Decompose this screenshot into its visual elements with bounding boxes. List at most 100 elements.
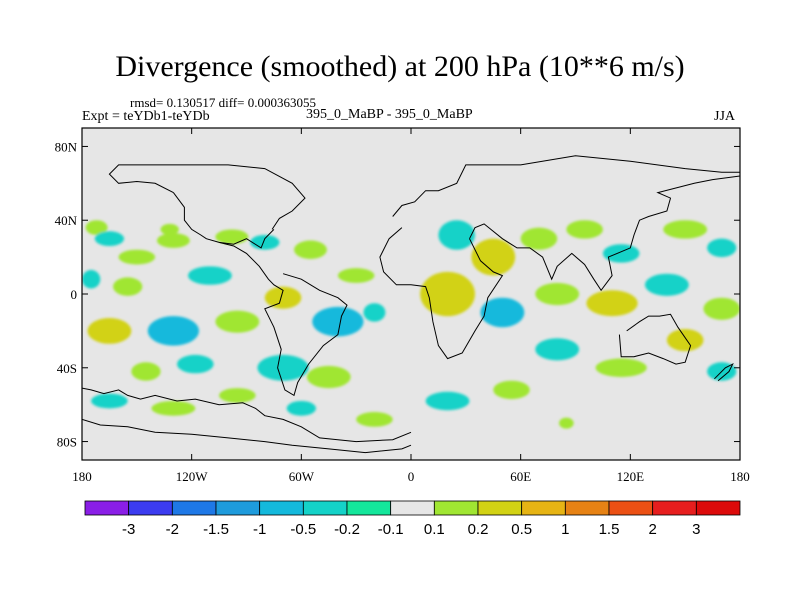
colorbar-swatch bbox=[477, 500, 523, 516]
contour-patch bbox=[250, 234, 280, 250]
colorbar-swatch bbox=[128, 500, 173, 516]
colorbar-label: 0.5 bbox=[511, 521, 532, 538]
colorbar-swatch bbox=[564, 500, 610, 516]
contour-patch bbox=[586, 290, 638, 317]
contour-patch bbox=[91, 393, 128, 409]
x-tick-label: 180 bbox=[72, 469, 92, 484]
colorbar-swatch bbox=[171, 500, 217, 516]
colorbar-label: -1 bbox=[253, 521, 266, 538]
contour-patch bbox=[666, 329, 704, 352]
case-label: 395_0_MaBP - 395_0_MaBP bbox=[306, 107, 473, 122]
contour-patch bbox=[188, 266, 232, 285]
contour-patch bbox=[215, 229, 249, 245]
colorbar-label: 3 bbox=[692, 521, 700, 538]
coastline bbox=[108, 164, 306, 230]
colorbar-label: 0.1 bbox=[424, 521, 445, 538]
contour-patch bbox=[294, 240, 327, 259]
colorbar-label: 1.5 bbox=[599, 521, 620, 538]
colorbar-label: -1.5 bbox=[203, 521, 229, 538]
contour-patch bbox=[520, 227, 558, 250]
contour-patch bbox=[480, 297, 525, 328]
colorbar-label: 1 bbox=[561, 521, 569, 538]
y-tick-label: 80N bbox=[55, 139, 78, 154]
colorbar-swatch bbox=[652, 500, 697, 516]
y-tick-label: 40S bbox=[57, 361, 77, 376]
contour-patch bbox=[286, 400, 316, 416]
chart-title: Divergence (smoothed) at 200 hPa (10**6 … bbox=[115, 50, 685, 83]
colorbar-label: -3 bbox=[122, 521, 135, 538]
coastline bbox=[172, 192, 275, 249]
contour-patch bbox=[493, 380, 530, 400]
coastline bbox=[379, 227, 504, 360]
colorbar-swatch bbox=[433, 500, 479, 516]
colorbar-swatch bbox=[695, 500, 741, 516]
contour-patch bbox=[602, 244, 640, 263]
contour-patch bbox=[257, 354, 309, 381]
contour-patch bbox=[113, 277, 143, 296]
coastlines bbox=[82, 155, 740, 454]
contour-patch bbox=[559, 417, 574, 429]
colorbar-label: -0.1 bbox=[378, 521, 404, 538]
colorbar-label: -0.5 bbox=[290, 521, 316, 538]
colorbar-label: -2 bbox=[166, 521, 179, 538]
contour-patch bbox=[337, 268, 375, 283]
x-tick-label: 180 bbox=[730, 469, 750, 484]
coastline bbox=[469, 175, 740, 292]
contour-patch bbox=[663, 220, 708, 239]
contour-patch bbox=[438, 220, 475, 250]
contour-patch bbox=[118, 249, 156, 265]
contour-patch bbox=[595, 358, 647, 377]
coastline bbox=[82, 387, 412, 443]
y-tick-label: 0 bbox=[71, 287, 78, 302]
rmsd-diff-stats: rmsd= 0.130517 diff= 0.000363055 bbox=[130, 95, 316, 110]
x-tick-label: 60W bbox=[289, 469, 315, 484]
contour-patch bbox=[177, 354, 214, 374]
season-label: JJA bbox=[714, 109, 736, 124]
contour-patch bbox=[85, 220, 108, 235]
contour-patch bbox=[306, 365, 351, 389]
contour-patch bbox=[425, 391, 470, 411]
x-tick-label: 60E bbox=[510, 469, 531, 484]
colorbar-swatch bbox=[521, 500, 566, 516]
contour-patch bbox=[703, 297, 740, 320]
colorbar-swatch bbox=[390, 500, 435, 516]
colorbar-label: 2 bbox=[648, 521, 656, 538]
y-tick-label: 80S bbox=[57, 435, 77, 450]
contour-patch bbox=[151, 400, 196, 416]
colorbar-label: 0.2 bbox=[468, 521, 489, 538]
colorbar-label: -0.2 bbox=[334, 521, 360, 538]
contour-patch bbox=[707, 238, 737, 258]
colorbar-swatch bbox=[608, 500, 654, 516]
coastline bbox=[714, 362, 734, 382]
colorbar: -3 -2 -1.5 -1 -0.5 -0.2 -0.1 0.1 0.2 0.5 1 1.5 2 3 bbox=[84, 500, 741, 538]
colorbar-swatch bbox=[346, 500, 392, 516]
contour-patch bbox=[131, 362, 161, 381]
contour-patch bbox=[94, 231, 125, 247]
colorbar-swatch bbox=[215, 500, 261, 516]
y-tick-label: 40N bbox=[55, 213, 78, 228]
contour-patch bbox=[644, 273, 689, 296]
contour-patch bbox=[264, 286, 302, 309]
contour-patch bbox=[420, 271, 475, 317]
contour-patch bbox=[535, 282, 580, 306]
contour-patch bbox=[471, 238, 516, 276]
experiment-label: Expt = teYDb1-teYDb bbox=[82, 109, 210, 124]
contour-patch bbox=[363, 303, 386, 322]
contour-patch bbox=[160, 223, 179, 235]
contour-patch bbox=[356, 412, 393, 427]
contour-patch bbox=[87, 317, 132, 344]
contour-patch bbox=[535, 338, 580, 361]
coastline bbox=[218, 241, 348, 397]
coastline bbox=[82, 418, 412, 454]
contour-patch bbox=[147, 316, 199, 346]
colorbar-swatch bbox=[84, 500, 130, 516]
coastline bbox=[392, 155, 740, 217]
contour-patch bbox=[312, 306, 364, 337]
contour-patch bbox=[219, 388, 256, 403]
colorbar-swatch bbox=[302, 500, 348, 516]
contour-patch bbox=[82, 270, 101, 289]
contour-patch bbox=[566, 220, 603, 239]
divergence-contours bbox=[82, 220, 740, 429]
axes: 180 120W 60W 0 60E 120E 180 80N 40N 0 40S 80S bbox=[55, 128, 750, 484]
